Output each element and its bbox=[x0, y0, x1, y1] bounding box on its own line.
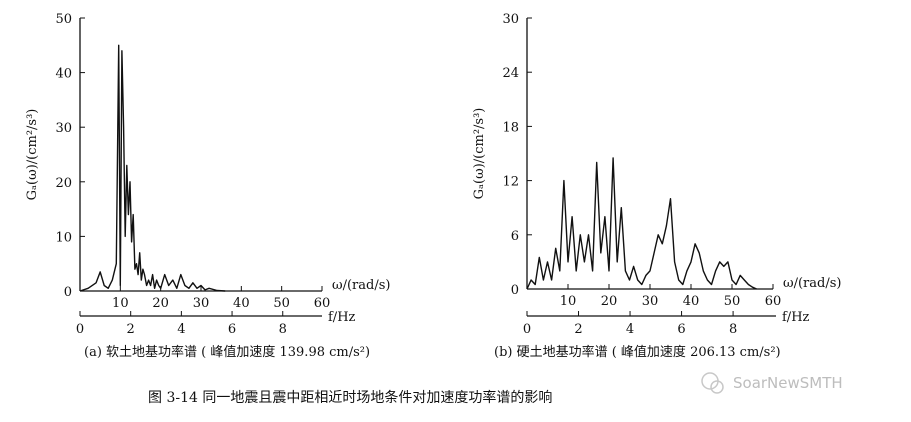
x-tick-label-omega: 30 bbox=[193, 296, 210, 311]
x-tick-label-frequency: 8 bbox=[729, 322, 737, 337]
x-tick-label-frequency: 2 bbox=[127, 322, 135, 337]
x-tick-label-omega: 50 bbox=[273, 296, 290, 311]
x-tick-label-omega: 50 bbox=[724, 294, 741, 309]
watermark: SoarNewSMTH bbox=[701, 372, 843, 394]
x-tick-label-omega: 20 bbox=[152, 296, 169, 311]
y-tick-label: 30 bbox=[55, 121, 72, 136]
panel-a-caption: (a) 软土地基功率谱 ( 峰值加速度 139.98 cm/s²) bbox=[84, 344, 370, 360]
spectrum-line bbox=[526, 157, 757, 290]
x-tick-label-omega: 20 bbox=[601, 294, 618, 309]
y-tick-label: 18 bbox=[502, 120, 519, 135]
x-tick-label-omega: 40 bbox=[683, 294, 700, 309]
x-axis-label-omega: ω/(rad/s) bbox=[783, 276, 841, 291]
y-tick-label: 24 bbox=[502, 66, 519, 81]
x-tick-label-frequency: 2 bbox=[574, 322, 582, 337]
watermark-text: SoarNewSMTH bbox=[733, 374, 843, 392]
y-tick-label: 20 bbox=[55, 176, 72, 191]
y-tick-label: 40 bbox=[55, 67, 72, 82]
x-tick-label-frequency: 6 bbox=[228, 322, 236, 337]
y-tick-label: 30 bbox=[502, 12, 519, 27]
x-axis-label-omega: ω/(rad/s) bbox=[332, 278, 390, 293]
x-axis-label-frequency: f/Hz bbox=[782, 310, 810, 325]
panel-b-caption: (b) 硬土地基功率谱 ( 峰值加速度 206.13 cm/s²) bbox=[494, 344, 781, 360]
spectrum-line bbox=[79, 44, 226, 292]
x-tick-label-frequency: 4 bbox=[626, 322, 634, 337]
x-tick-label-omega: 10 bbox=[560, 294, 577, 309]
x-tick-label-omega: 60 bbox=[314, 296, 331, 311]
x-tick-label-omega: 10 bbox=[112, 296, 129, 311]
y-tick-label: 6 bbox=[511, 229, 519, 244]
x-tick-label-frequency: 0 bbox=[76, 322, 84, 337]
y-tick-label: 10 bbox=[55, 230, 72, 245]
x-tick-label-omega: 40 bbox=[233, 296, 250, 311]
watermark-icon-bubble bbox=[710, 380, 724, 394]
x-tick-label-frequency: 8 bbox=[279, 322, 287, 337]
x-tick-label-frequency: 0 bbox=[523, 322, 531, 337]
y-tick-label: 0 bbox=[511, 283, 519, 298]
x-axis-label-frequency: f/Hz bbox=[328, 310, 356, 325]
panel-a-soft-soil: 0 10 20 30 40 50 10 20 30 40 50 60 0 2 4 6 8 Gₐ(ω)/(cm²/s… bbox=[25, 12, 390, 337]
y-tick-label: 50 bbox=[55, 12, 72, 27]
x-tick-label-omega: 30 bbox=[642, 294, 659, 309]
x-tick-label-frequency: 6 bbox=[677, 322, 685, 337]
figure-caption: 图 3-14 同一地震且震中距相近时场地条件对加速度功率谱的影响 bbox=[148, 389, 552, 406]
x-tick-label-frequency: 4 bbox=[177, 322, 185, 337]
x-tick-label-omega: 60 bbox=[765, 294, 782, 309]
y-tick-label: 0 bbox=[64, 285, 72, 300]
y-tick-label: 12 bbox=[502, 175, 519, 190]
y-axis-label: Gₐ(ω)/(cm²/s³) bbox=[472, 108, 487, 200]
y-axis-label: Gₐ(ω)/(cm²/s³) bbox=[25, 109, 40, 201]
